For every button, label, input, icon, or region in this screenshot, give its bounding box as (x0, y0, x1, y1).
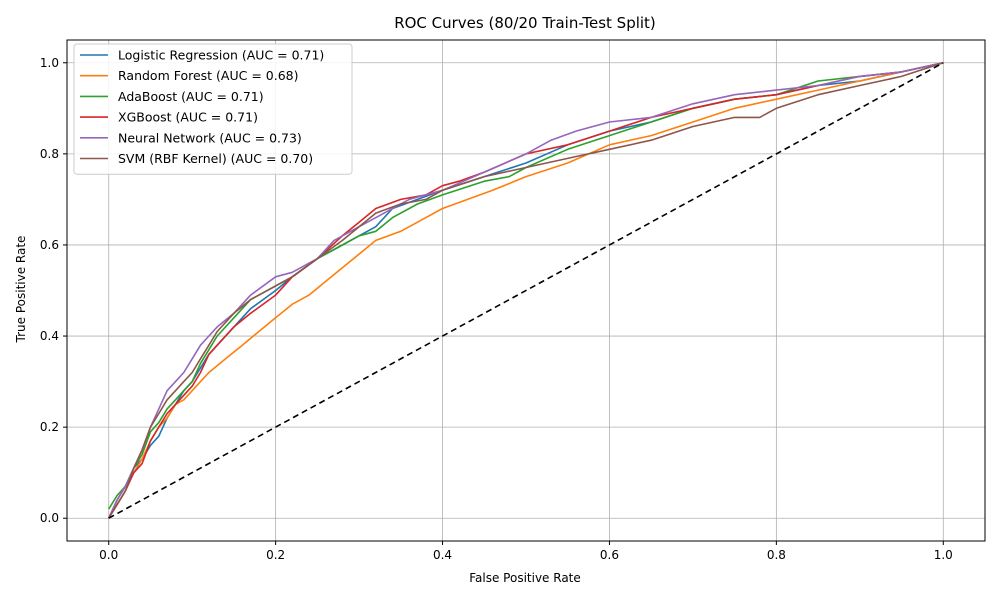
chart-title: ROC Curves (80/20 Train-Test Split) (394, 14, 656, 32)
y-tick-label: 0.4 (40, 329, 59, 343)
y-tick-label: 0.0 (40, 511, 59, 525)
y-tick-label: 0.6 (40, 238, 59, 252)
y-tick-label: 1.0 (40, 56, 59, 70)
x-tick-label: 1.0 (934, 548, 953, 562)
legend-box (73, 43, 353, 175)
legend-entry: Neural Network (AUC = 0.73) (118, 130, 302, 145)
axis-ticks: 0.0 0.2 0.4 0.6 0.8 1.0 0.0 0.2 0.4 0.6 0.8 1.0 (40, 56, 953, 562)
x-axis-label: False Positive Rate (469, 571, 581, 585)
legend-entry: XGBoost (AUC = 0.71) (118, 110, 258, 125)
y-tick-label: 0.2 (40, 420, 59, 434)
y-tick-label: 0.8 (40, 147, 59, 161)
plot-frame (66, 39, 986, 542)
legend-entry: Logistic Regression (AUC = 0.71) (118, 48, 324, 63)
x-tick-label: 0.0 (99, 548, 118, 562)
legend-entry: Random Forest (AUC = 0.68) (118, 68, 299, 83)
legend-entry: SVM (RBF Kernel) (AUC = 0.70) (118, 151, 313, 166)
x-tick-label: 0.6 (600, 548, 619, 562)
legend-entry: AdaBoost (AUC = 0.71) (118, 89, 264, 104)
diagonal-reference-line (108, 62, 944, 519)
plot-series (107, 62, 944, 519)
x-tick-label: 0.2 (266, 548, 285, 562)
y-axis-label: True Positive Rate (14, 236, 28, 344)
x-tick-label: 0.4 (433, 548, 452, 562)
legend: Logistic Regression (AUC = 0.71) Random F… (73, 43, 353, 175)
series-line-3 (108, 62, 944, 519)
x-tick-label: 0.8 (767, 548, 786, 562)
series-line-5 (108, 62, 944, 519)
